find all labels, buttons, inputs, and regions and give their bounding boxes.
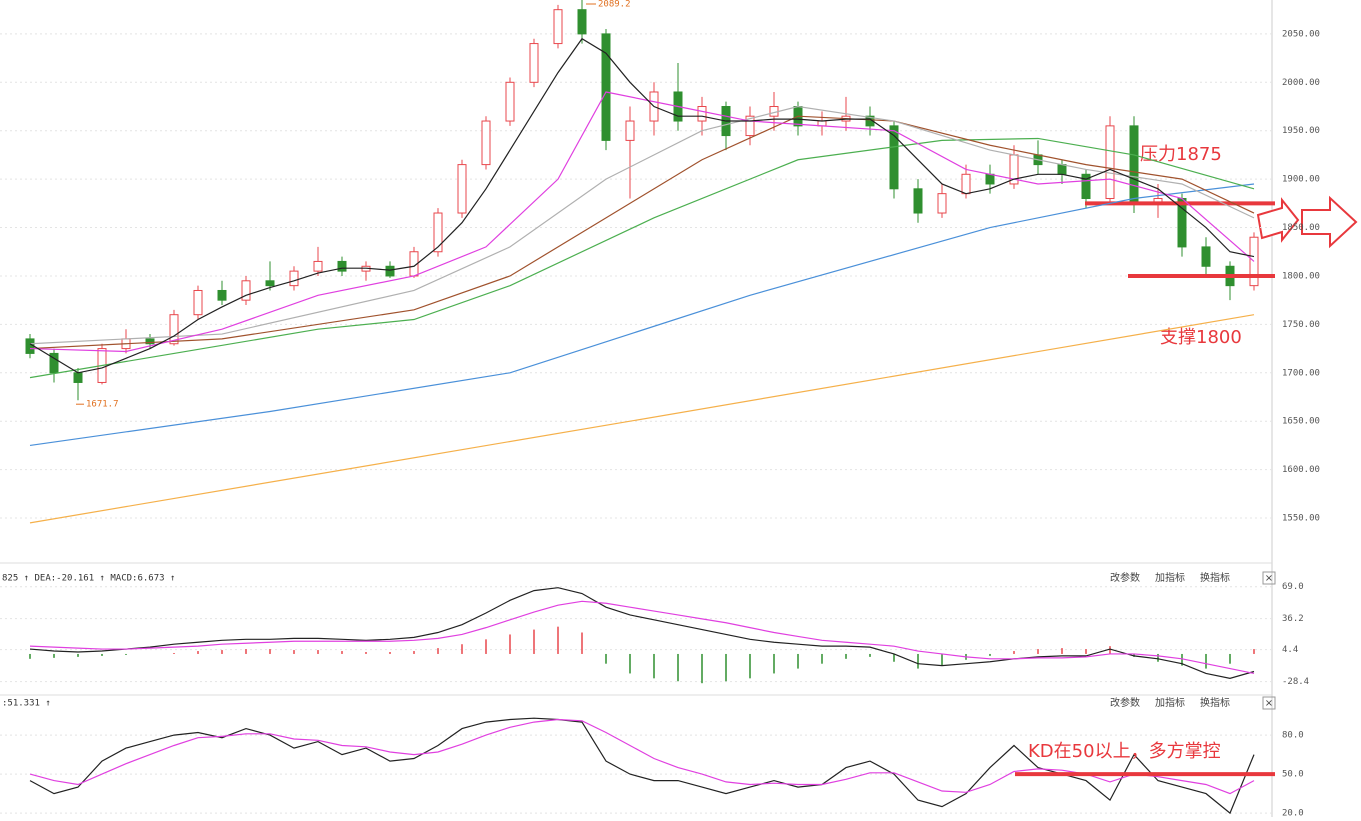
y-tick-label: 80.0 — [1282, 731, 1304, 741]
candle-body — [625, 120, 635, 141]
line-series — [29, 717, 1255, 815]
candle-body — [529, 43, 539, 83]
candle-body — [25, 338, 35, 354]
button[interactable]: 加指标 — [1155, 696, 1185, 709]
y-tick-label: 1600.00 — [1282, 465, 1320, 475]
indicator-header: 825 ↑ DEA:-20.161 ↑ MACD:6.673 ↑ — [2, 574, 175, 584]
button[interactable]: 加指标 — [1155, 571, 1185, 584]
low-label: 1671.7 — [86, 400, 119, 410]
indicator-header: :51.331 ↑ — [2, 699, 51, 709]
arrow-icon — [1301, 195, 1358, 249]
y-tick-label: 1750.00 — [1282, 320, 1320, 330]
y-tick-label: 1850.00 — [1282, 223, 1320, 233]
candle-body — [937, 193, 947, 214]
y-tick-label: 2050.00 — [1282, 29, 1320, 39]
line-series — [29, 115, 1255, 350]
candle-body — [169, 314, 179, 345]
y-tick-label: 20.0 — [1282, 809, 1304, 817]
candle-body — [1105, 125, 1115, 199]
level-label: 支撑1800 — [1160, 327, 1242, 348]
candle-body — [913, 188, 923, 214]
candle-body — [745, 115, 755, 137]
button-box — [1262, 571, 1276, 585]
y-tick-label: 4.4 — [1282, 645, 1298, 655]
y-tick-label: 1700.00 — [1282, 368, 1320, 378]
button[interactable]: 改参数 — [1110, 696, 1140, 709]
candle-body — [601, 33, 611, 141]
candle-body — [145, 338, 155, 345]
button[interactable]: 换指标 — [1200, 696, 1230, 709]
candle-body — [1057, 164, 1067, 175]
button[interactable]: × — [1265, 573, 1273, 584]
candle-body — [1201, 246, 1211, 267]
candle-body — [505, 81, 515, 122]
y-tick-label: 1800.00 — [1282, 271, 1320, 281]
line-series — [29, 137, 1255, 379]
y-tick-label: 50.0 — [1282, 770, 1304, 780]
line-series — [29, 37, 1255, 374]
candle-body — [481, 120, 491, 166]
candle-body — [289, 270, 299, 287]
candle-body — [241, 280, 251, 301]
y-tick-label: 1900.00 — [1282, 175, 1320, 185]
candle-body — [385, 265, 395, 277]
y-tick-label: 36.2 — [1282, 614, 1304, 624]
candle-body — [985, 173, 995, 185]
candle-body — [73, 372, 83, 383]
candle-body — [217, 289, 227, 301]
y-tick-label: 1650.00 — [1282, 417, 1320, 427]
candle-body — [697, 106, 707, 122]
button-box — [1262, 696, 1276, 710]
candle-body — [1129, 125, 1139, 204]
line-series — [29, 587, 1255, 679]
line-series — [29, 105, 1255, 345]
candle-body — [577, 9, 587, 35]
candle-body — [337, 260, 347, 272]
y-tick-label: 69.0 — [1282, 582, 1304, 592]
button[interactable]: 换指标 — [1200, 571, 1230, 584]
line-series — [29, 91, 1255, 353]
line-series — [29, 183, 1255, 447]
y-tick-label: 1550.00 — [1282, 514, 1320, 524]
candle-body — [193, 289, 203, 316]
candle-body — [553, 9, 563, 45]
annotation: KD在50以上，多方掌控 — [1028, 741, 1221, 762]
candle-body — [961, 173, 971, 195]
button[interactable]: 改参数 — [1110, 571, 1140, 584]
y-tick-label: 2000.00 — [1282, 78, 1320, 88]
candle-body — [433, 212, 443, 253]
button[interactable]: × — [1265, 698, 1273, 709]
candle-body — [49, 352, 59, 374]
line-series — [29, 314, 1255, 524]
y-tick-label: 1950.00 — [1282, 126, 1320, 136]
candle-body — [865, 115, 875, 127]
candle-body — [457, 164, 467, 214]
candle-body — [1081, 173, 1091, 199]
candle-body — [313, 260, 323, 272]
y-tick-label: -28.4 — [1282, 677, 1309, 687]
high-label: 2089.2 — [598, 0, 631, 10]
arrow-icon — [1256, 197, 1300, 243]
line-series — [29, 600, 1255, 675]
candle-body — [889, 125, 899, 190]
line-series — [29, 718, 1255, 795]
level-label: 压力1875 — [1140, 144, 1222, 165]
candle-body — [265, 280, 275, 287]
